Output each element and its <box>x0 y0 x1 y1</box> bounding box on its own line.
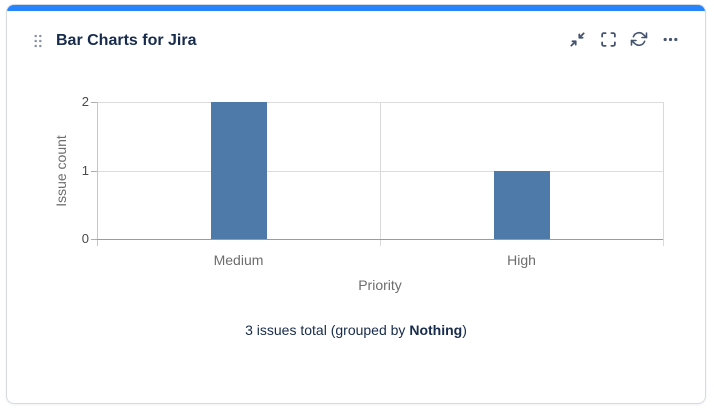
plot-right-border <box>663 102 664 246</box>
more-options-button[interactable] <box>659 29 681 49</box>
y-tick-label: 1 <box>81 162 89 178</box>
ellipsis-icon <box>662 31 679 48</box>
bar-chart: Issue count Priority 0 1 2 Medium High <box>7 5 705 403</box>
issues-summary: 3 issues total (grouped by Nothing) <box>7 320 705 340</box>
y-tick-label: 0 <box>81 231 89 246</box>
bar-high[interactable] <box>493 170 550 239</box>
card-accent-bar <box>7 5 705 11</box>
refresh-button[interactable] <box>628 29 650 49</box>
y-axis-tick <box>91 170 97 172</box>
summary-group-by: Nothing <box>409 322 463 338</box>
summary-prefix: 3 issues total (grouped by <box>245 322 410 338</box>
minimize-button[interactable] <box>566 29 588 49</box>
collapse-arrows-icon <box>569 31 586 48</box>
refresh-icon <box>630 30 648 48</box>
fullscreen-icon <box>600 31 617 48</box>
y-axis-tick <box>91 102 97 103</box>
y-axis-tick <box>91 239 97 240</box>
category-label: Medium <box>213 252 264 268</box>
gadget-toolbar <box>566 29 681 49</box>
category-label: High <box>507 252 536 268</box>
gadget-title: Bar Charts for Jira <box>56 32 197 49</box>
x-axis-label: Priority <box>358 277 402 293</box>
gadget-card: Bar Charts for Jira <box>6 4 706 404</box>
y-tick-label: 2 <box>81 94 89 109</box>
x-axis-baseline <box>97 239 663 240</box>
drag-handle-icon[interactable] <box>33 33 43 49</box>
category-divider <box>380 102 381 246</box>
expand-button[interactable] <box>597 29 619 49</box>
summary-suffix: ) <box>462 322 467 338</box>
bar-medium[interactable] <box>210 102 267 239</box>
y-axis-line <box>97 102 98 246</box>
